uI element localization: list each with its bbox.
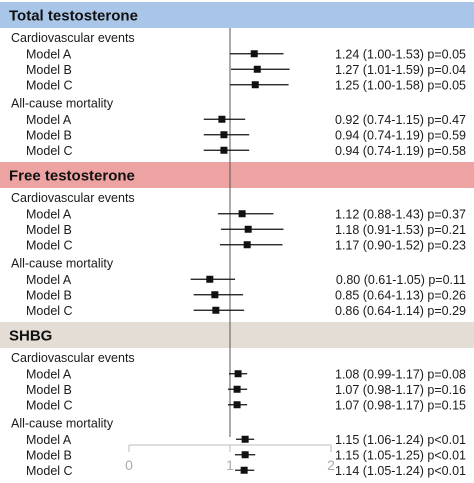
point-estimate-marker	[250, 50, 258, 58]
point-estimate-marker	[206, 275, 214, 283]
x-axis: 0 1 2	[125, 444, 335, 473]
point-estimate-marker	[220, 146, 228, 154]
estimate-ci-text: 1.07 (0.98-1.17) p=0.15	[335, 398, 466, 412]
point-estimate-marker	[243, 241, 251, 249]
estimate-ci-text: 0.92 (0.74-1.15) p=0.47	[335, 113, 466, 127]
section-title: Total testosterone	[9, 8, 138, 25]
estimate-ci-text: 1.08 (0.99-1.17) p=0.08	[335, 367, 466, 381]
estimate-ci-text: 1.15 (1.05-1.25) p<0.01	[335, 448, 466, 462]
group-label: All-cause mortality	[11, 257, 114, 271]
model-label: Model C	[26, 304, 73, 318]
estimate-ci-text: 1.18 (0.91-1.53) p=0.21	[335, 223, 466, 237]
model-label: Model B	[26, 223, 72, 237]
point-estimate-marker	[218, 115, 226, 123]
estimate-ci-text: 0.86 (0.64-1.14) p=0.29	[335, 304, 466, 318]
model-label: Model B	[26, 383, 72, 397]
estimate-ci-text: 1.12 (0.88-1.43) p=0.37	[335, 207, 466, 221]
estimate-ci-text: 1.25 (1.00-1.58) p=0.05	[335, 78, 466, 92]
estimate-ci-text: 0.94 (0.74-1.19) p=0.58	[335, 144, 466, 158]
point-estimate-marker	[240, 466, 248, 474]
point-estimate-marker	[251, 81, 259, 89]
model-label: Model B	[26, 288, 72, 302]
estimate-ci-text: 1.27 (1.01-1.59) p=0.04	[335, 63, 466, 77]
model-label: Model A	[26, 207, 72, 221]
forest-rows: Total testosterone Cardiovascular events M…	[9, 8, 466, 478]
section-title: SHBG	[9, 328, 52, 345]
point-estimate-marker	[241, 435, 249, 443]
model-label: Model B	[26, 128, 72, 142]
model-label: Model C	[26, 78, 73, 92]
model-label: Model C	[26, 464, 73, 478]
estimate-ci-text: 0.85 (0.64-1.13) p=0.26	[335, 288, 466, 302]
estimate-ci-text: 1.17 (0.90-1.52) p=0.23	[335, 238, 466, 252]
estimate-ci-text: 1.15 (1.06-1.24) p<0.01	[335, 433, 466, 447]
estimate-ci-text: 0.80 (0.61-1.05) p=0.11	[336, 273, 466, 287]
model-label: Model A	[26, 433, 72, 447]
model-label: Model C	[26, 398, 73, 412]
point-estimate-marker	[241, 451, 249, 459]
section-band-1	[0, 162, 474, 188]
model-label: Model B	[26, 63, 72, 77]
section-title: Free testosterone	[9, 168, 135, 185]
model-label: Model C	[26, 238, 73, 252]
model-label: Model A	[26, 273, 72, 287]
point-estimate-marker	[244, 225, 252, 233]
point-estimate-marker	[233, 385, 241, 393]
group-label: Cardiovascular events	[11, 191, 135, 205]
point-estimate-marker	[212, 306, 220, 314]
x-tick-label: 0	[125, 457, 133, 473]
point-estimate-marker	[220, 131, 228, 139]
point-estimate-marker	[253, 65, 261, 73]
model-label: Model B	[26, 448, 72, 462]
point-estimate-marker	[238, 210, 246, 218]
section-band-0	[0, 2, 474, 28]
estimate-ci-text: 0.94 (0.74-1.19) p=0.59	[335, 128, 466, 142]
estimate-ci-text: 1.14 (1.05-1.24) p<0.01	[335, 464, 466, 478]
model-label: Model C	[26, 144, 73, 158]
point-estimate-marker	[234, 370, 242, 378]
group-label: All-cause mortality	[11, 417, 114, 431]
x-tick-label: 2	[327, 457, 335, 473]
point-estimate-marker	[211, 291, 219, 299]
model-label: Model A	[26, 367, 72, 381]
point-estimate-marker	[233, 401, 241, 409]
estimate-ci-text: 1.07 (0.98-1.17) p=0.16	[335, 383, 466, 397]
section-band-2	[0, 322, 474, 348]
group-label: Cardiovascular events	[11, 351, 135, 365]
model-label: Model A	[26, 47, 72, 61]
x-tick-label: 1	[226, 457, 234, 473]
group-label: All-cause mortality	[11, 97, 114, 111]
group-label: Cardiovascular events	[11, 31, 135, 45]
section-bands	[0, 2, 474, 348]
estimate-ci-text: 1.24 (1.00-1.53) p=0.05	[335, 47, 466, 61]
model-label: Model A	[26, 113, 72, 127]
